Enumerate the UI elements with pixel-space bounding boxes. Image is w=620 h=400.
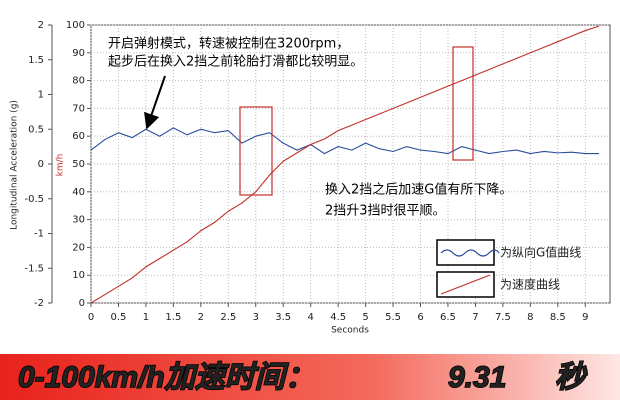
x-tick-label: 7 <box>472 312 478 323</box>
x-tick-label: 0 <box>88 312 94 323</box>
annotation: 2挡升3挡时很平顺。 <box>325 204 446 219</box>
y-tick-label: 1.5 <box>28 55 44 66</box>
highlight-box <box>452 46 474 161</box>
legend-label: 为纵向G值曲线 <box>500 245 581 260</box>
y-tick-label: -2 <box>34 298 44 309</box>
annotation: 开启弹射模式，转速被控制在3200rpm， <box>108 36 349 52</box>
x-tick-label: 8.5 <box>550 312 566 323</box>
x-tick-label: 0.5 <box>111 312 127 323</box>
y-tick-label: 2 <box>38 20 44 31</box>
y2-tick-label: 50 <box>72 159 85 170</box>
y2-tick-label: 90 <box>72 48 85 59</box>
y-axis-label: Longitudinal Acceleration (g) <box>10 100 20 230</box>
x-tick-label: 4 <box>307 312 313 323</box>
arrow <box>144 75 166 130</box>
y2-axis-label: km/h <box>56 154 66 177</box>
y-tick-label: 0.5 <box>28 124 44 135</box>
y2-tick-label: 60 <box>72 131 85 142</box>
x-tick-label: 6.5 <box>440 312 456 323</box>
x-tick-label: 5.5 <box>385 312 401 323</box>
highlight-box <box>239 106 273 196</box>
x-tick-label: 1.5 <box>165 312 181 323</box>
y2-tick-label: 20 <box>72 242 85 253</box>
x-tick-label: 1 <box>143 312 149 323</box>
y2-tick-label: 10 <box>72 270 85 281</box>
x-tick-label: 7.5 <box>495 312 511 323</box>
y-tick-label: 1 <box>38 90 44 101</box>
y2-tick-label: 40 <box>72 187 85 198</box>
y2-tick-label: 80 <box>72 76 85 87</box>
x-tick-label: 9 <box>582 312 588 323</box>
x-tick-label: 2.5 <box>220 312 236 323</box>
y-tick-label: 0 <box>38 159 44 170</box>
banner-label: 0-100km/h加速时间： <box>18 361 315 394</box>
x-tick-label: 2 <box>198 312 204 323</box>
legend-swatch <box>440 249 500 257</box>
y2-tick-label: 100 <box>66 20 85 31</box>
series-line <box>90 25 600 304</box>
x-tick-label: 4.5 <box>330 312 346 323</box>
banner <box>0 354 620 400</box>
y2-tick-label: 0 <box>79 298 85 309</box>
y2-tick-label: 70 <box>72 103 85 114</box>
x-tick-label: 3.5 <box>275 312 291 323</box>
banner-unit: 秒 <box>555 361 588 394</box>
y2-tick-label: 30 <box>72 215 85 226</box>
x-axis-label: Seconds <box>331 326 369 336</box>
x-tick-label: 6 <box>417 312 423 323</box>
x-tick-label: 3 <box>253 312 259 323</box>
banner-value: 9.31 <box>448 361 506 394</box>
series-line <box>90 127 600 155</box>
legend-swatch <box>440 274 491 295</box>
annotation: 起步后在换入2挡之前轮胎打滑都比较明显。 <box>108 54 363 70</box>
y-tick-label: -1 <box>34 229 44 240</box>
x-tick-label: 5 <box>362 312 368 323</box>
y-tick-label: -1.5 <box>24 263 44 274</box>
annotation: 换入2挡之后加速G值有所下降。 <box>325 182 512 198</box>
legend-label: 为速度曲线 <box>500 277 560 292</box>
y-tick-label: -0.5 <box>24 194 44 205</box>
x-tick-label: 8 <box>527 312 533 323</box>
